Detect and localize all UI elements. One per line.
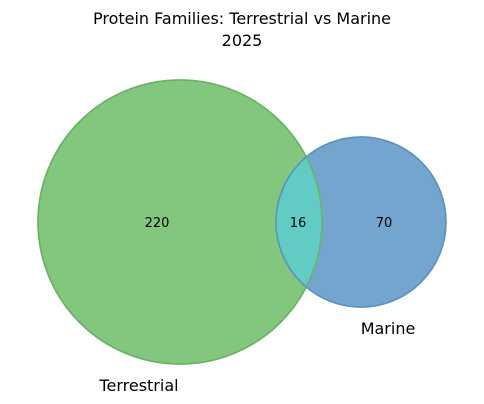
terrestrial-circle-edge: [37, 79, 323, 365]
marine-only-count: 70: [376, 216, 393, 231]
marine-set-label: Marine: [361, 319, 416, 338]
diagram-title-line2: 2025: [222, 31, 263, 50]
diagram-title-line1: Protein Families: Terrestrial vs Marine: [93, 9, 391, 28]
intersection-count: 16: [290, 216, 307, 231]
marine-circle-edge: [275, 136, 447, 308]
terrestrial-set-label: Terrestrial: [98, 376, 178, 395]
terrestrial-only-count: 220: [145, 216, 170, 231]
